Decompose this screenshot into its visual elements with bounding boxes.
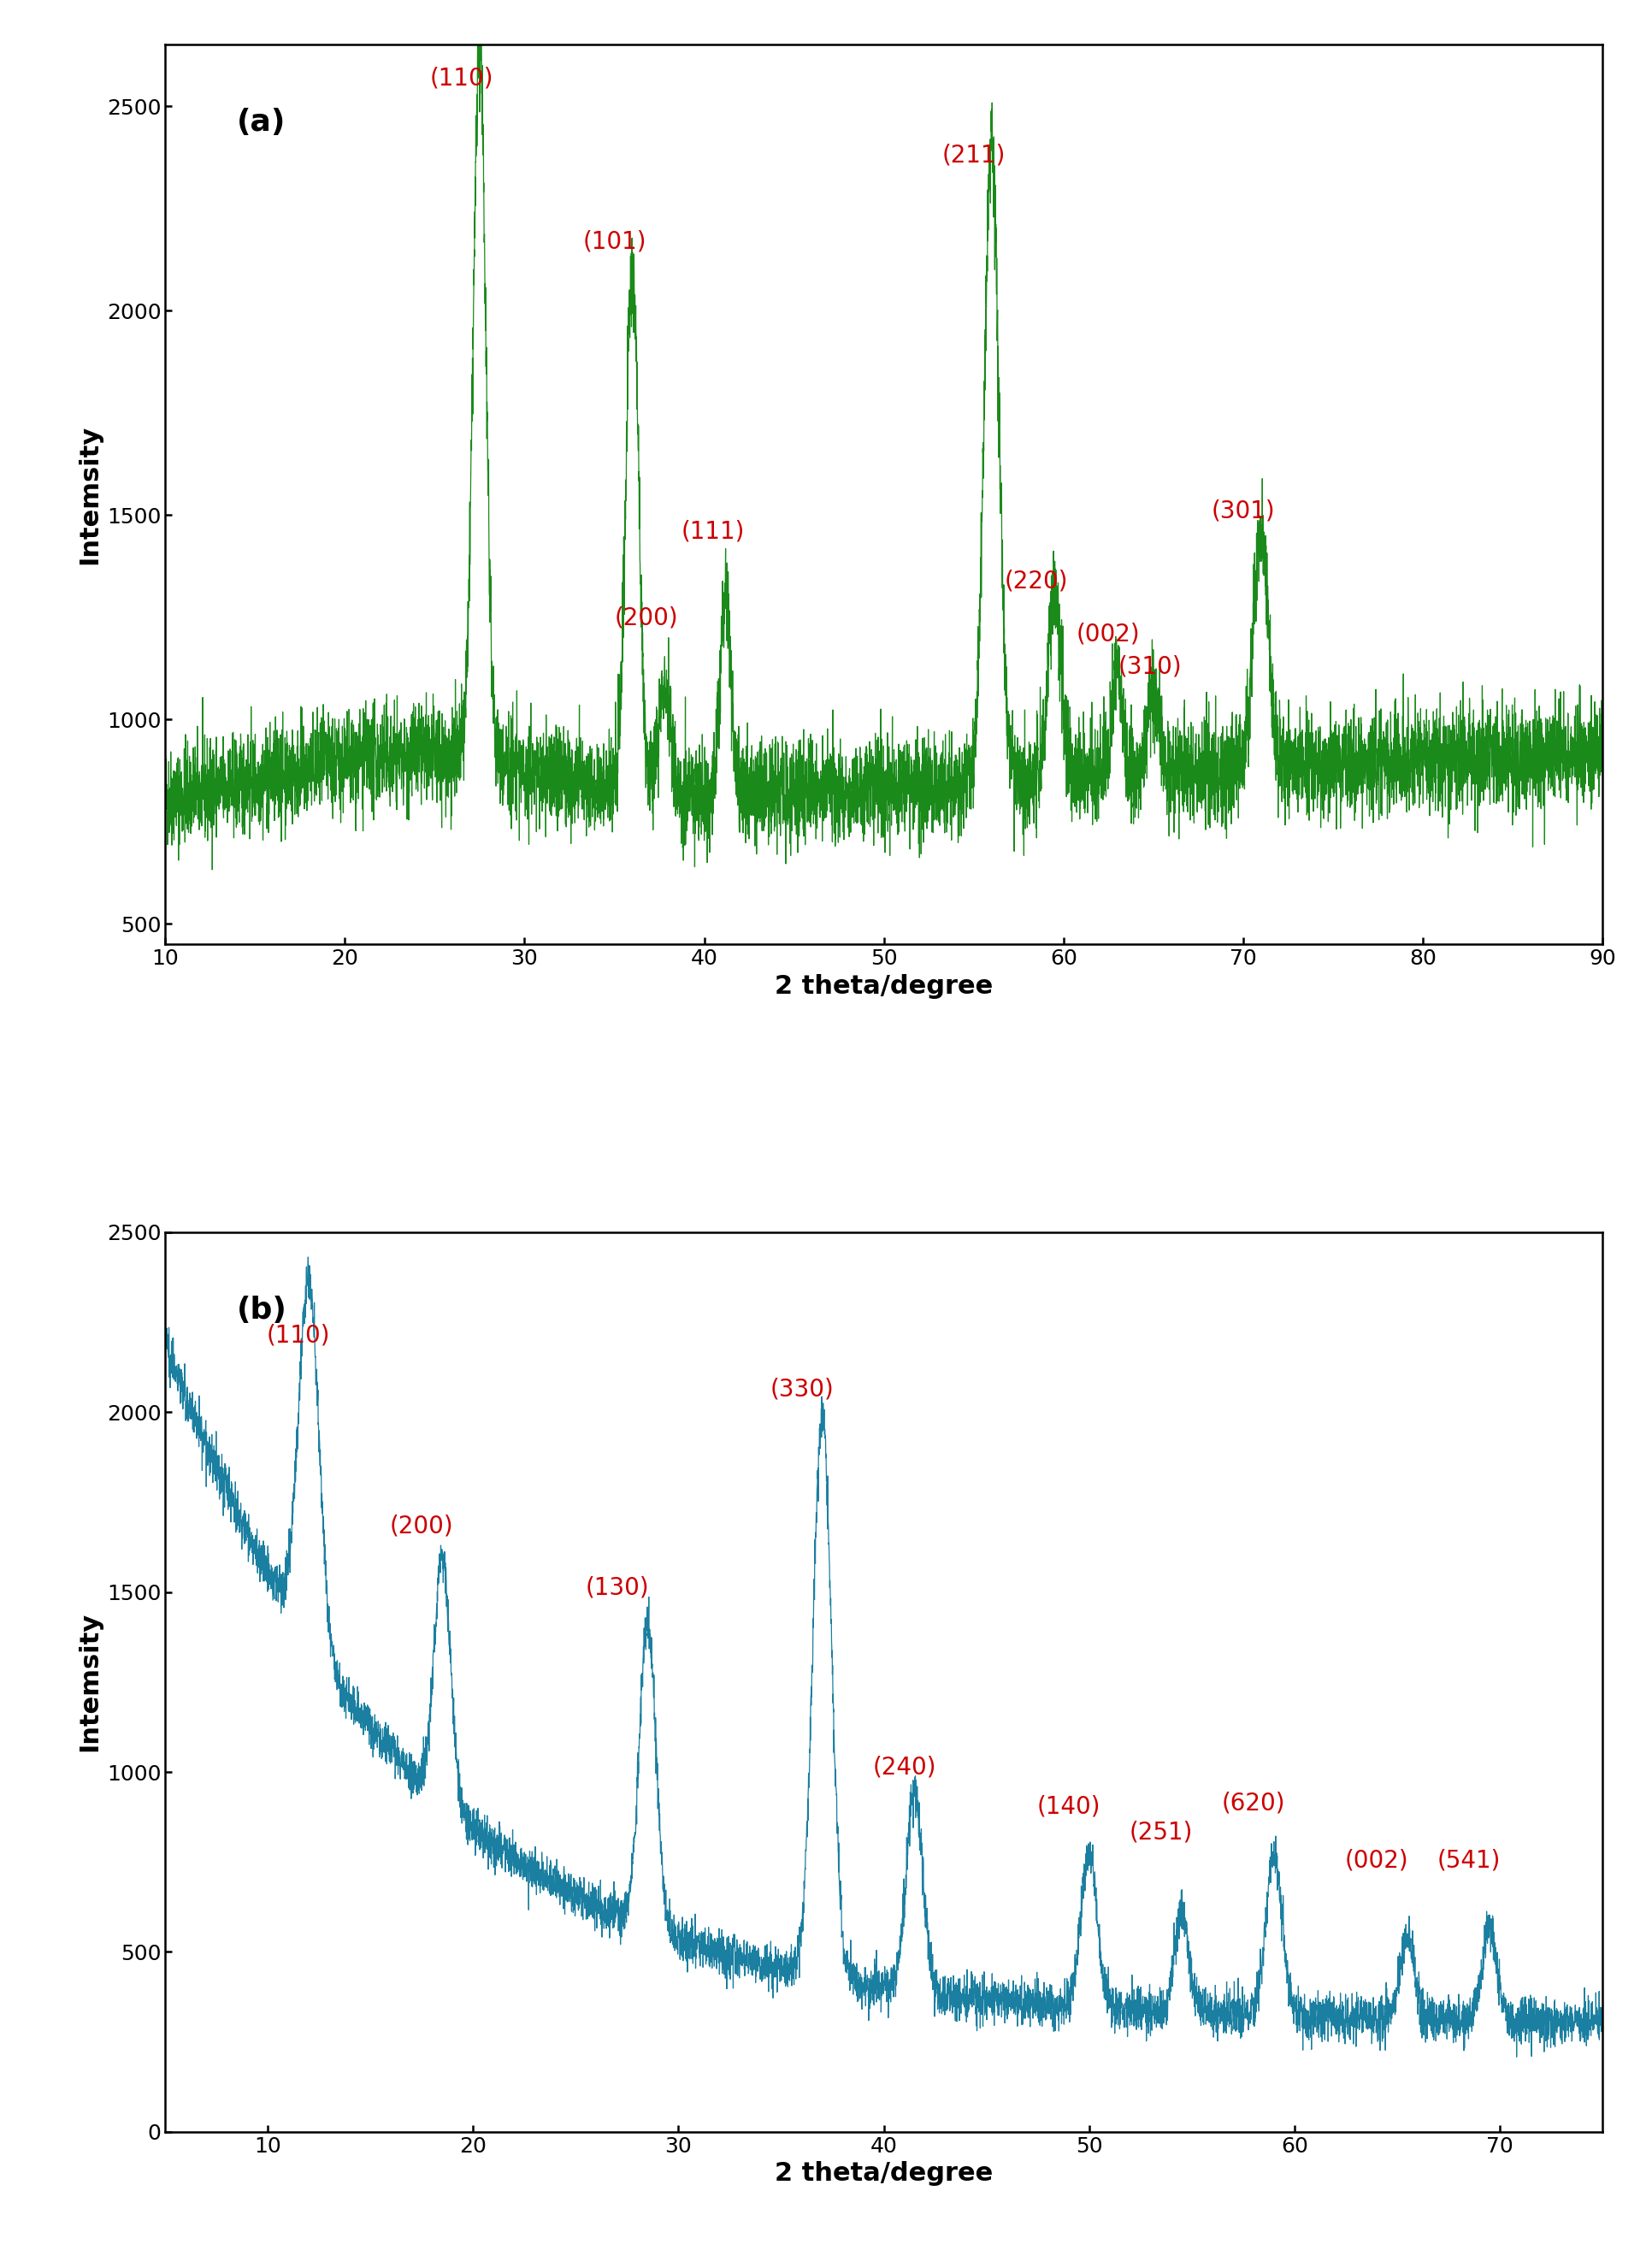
Text: (111): (111) — [681, 521, 745, 543]
X-axis label: 2 theta/degree: 2 theta/degree — [775, 974, 993, 999]
Text: (002): (002) — [1077, 622, 1140, 646]
Text: (140): (140) — [1037, 1795, 1100, 1818]
Text: (110): (110) — [268, 1324, 330, 1346]
Text: (b): (b) — [238, 1295, 287, 1324]
Text: (620): (620) — [1221, 1791, 1285, 1815]
Text: (002): (002) — [1345, 1849, 1409, 1874]
Text: (330): (330) — [770, 1378, 834, 1400]
Text: (310): (310) — [1118, 655, 1181, 678]
Text: (200): (200) — [615, 606, 679, 631]
Text: (a): (a) — [238, 108, 286, 137]
Y-axis label: Intemsity: Intemsity — [78, 424, 102, 565]
Text: (251): (251) — [1130, 1820, 1193, 1845]
X-axis label: 2 theta/degree: 2 theta/degree — [775, 2161, 993, 2186]
Text: (110): (110) — [430, 65, 494, 90]
Text: (101): (101) — [583, 229, 646, 254]
Text: (240): (240) — [872, 1755, 937, 1779]
Text: (211): (211) — [942, 144, 1006, 168]
Text: (220): (220) — [1004, 568, 1069, 592]
Text: (200): (200) — [390, 1515, 454, 1537]
Text: (541): (541) — [1437, 1849, 1500, 1874]
Y-axis label: Intemsity: Intemsity — [78, 1611, 102, 1753]
Text: (130): (130) — [585, 1575, 649, 1600]
Text: (301): (301) — [1211, 500, 1275, 523]
